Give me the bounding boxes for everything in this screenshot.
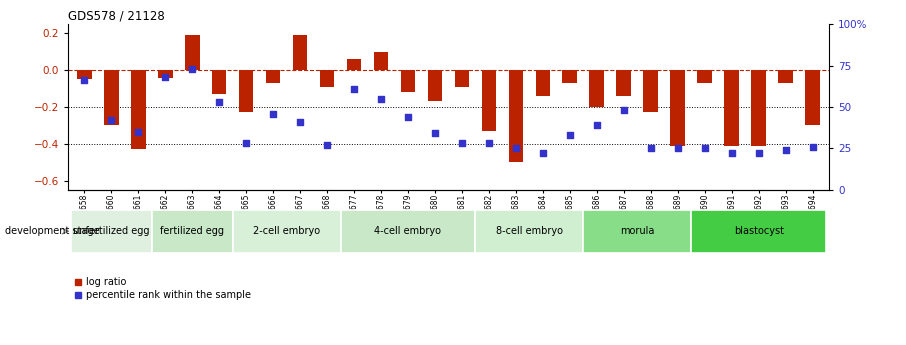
Bar	[455, 70, 469, 87]
Text: unfertilized egg: unfertilized egg	[72, 226, 149, 236]
Bar	[71, 210, 151, 253]
Point	[670, 146, 685, 151]
Point	[455, 141, 469, 146]
Bar	[293, 35, 307, 70]
Bar	[320, 70, 334, 87]
Bar	[691, 210, 826, 253]
Bar	[535, 70, 550, 96]
Text: development stage: development stage	[5, 226, 99, 236]
Point	[265, 111, 280, 116]
Bar	[476, 210, 583, 253]
Bar	[590, 70, 604, 107]
Legend: log ratio, percentile rank within the sample: log ratio, percentile rank within the sa…	[72, 277, 252, 300]
Bar	[77, 70, 92, 79]
Bar	[265, 70, 281, 83]
Point	[428, 131, 442, 136]
Point	[563, 132, 577, 138]
Bar	[508, 70, 524, 162]
Point	[617, 108, 631, 113]
Bar	[238, 70, 254, 112]
Point	[104, 117, 119, 123]
Point	[185, 66, 199, 72]
Text: fertilized egg: fertilized egg	[160, 226, 224, 236]
Bar	[212, 70, 226, 94]
Bar	[400, 70, 416, 92]
Point	[643, 146, 658, 151]
Bar	[616, 70, 631, 96]
Text: 8-cell embryo: 8-cell embryo	[496, 226, 563, 236]
Point	[805, 144, 820, 149]
Point	[374, 96, 389, 101]
Text: blastocyst: blastocyst	[734, 226, 784, 236]
Point	[130, 129, 145, 135]
Bar	[347, 59, 361, 70]
Bar	[233, 210, 341, 253]
Bar	[103, 70, 119, 125]
Point	[590, 122, 604, 128]
Bar	[725, 70, 739, 146]
Point	[698, 146, 712, 151]
Bar	[428, 70, 442, 101]
Point	[482, 141, 496, 146]
Bar	[130, 70, 146, 149]
Point	[535, 150, 550, 156]
Bar	[643, 70, 659, 112]
Bar	[341, 210, 476, 253]
Point	[725, 150, 739, 156]
Bar	[698, 70, 712, 83]
Point	[158, 75, 172, 80]
Text: 2-cell embryo: 2-cell embryo	[253, 226, 320, 236]
Point	[320, 142, 334, 148]
Point	[77, 78, 92, 83]
Bar	[751, 70, 766, 146]
Text: morula: morula	[621, 226, 654, 236]
Bar	[805, 70, 820, 125]
Point	[752, 150, 766, 156]
Point	[400, 114, 415, 120]
Point	[212, 99, 226, 105]
Point	[239, 141, 254, 146]
Bar	[185, 35, 199, 70]
Point	[778, 147, 793, 153]
Bar	[151, 210, 233, 253]
Bar	[670, 70, 685, 146]
Point	[508, 146, 523, 151]
Point	[347, 86, 361, 91]
Point	[293, 119, 307, 125]
Bar	[373, 52, 389, 70]
Bar	[158, 70, 172, 78]
Bar	[481, 70, 496, 131]
Bar	[778, 70, 794, 83]
Text: GDS578 / 21128: GDS578 / 21128	[68, 10, 165, 23]
Text: 4-cell embryo: 4-cell embryo	[374, 226, 441, 236]
Bar	[563, 70, 577, 83]
Bar	[583, 210, 691, 253]
